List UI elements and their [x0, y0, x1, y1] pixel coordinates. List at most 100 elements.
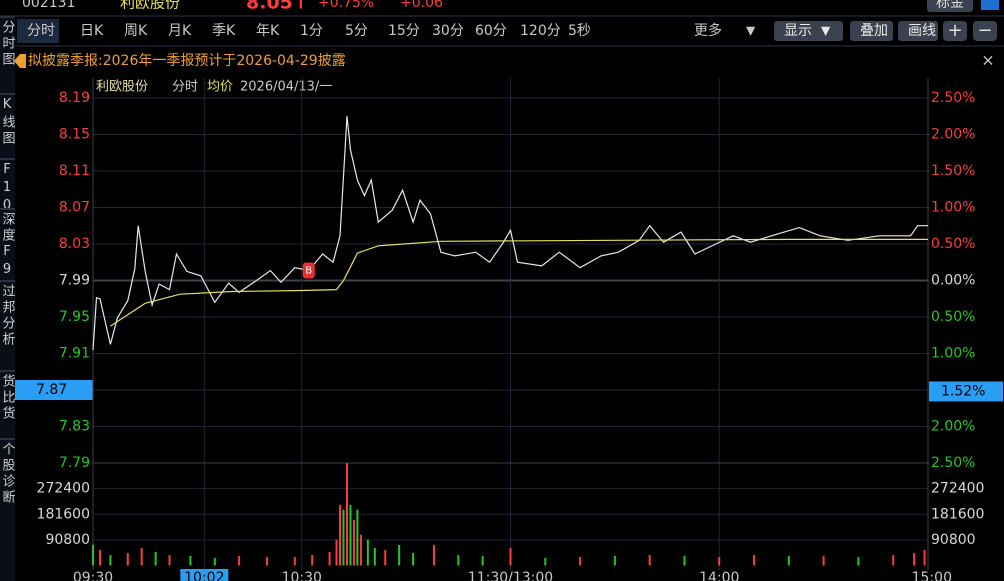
- volume-bar: [345, 463, 348, 566]
- sidebar-tab: [0, 370, 15, 372]
- button-bar: 显示 ▼ 叠加 画线: [774, 21, 938, 41]
- cursor-pct-box: [929, 381, 1003, 402]
- sidebar-tab-label[interactable]: F10: [0, 162, 15, 216]
- dropdown-arrow[interactable]: ▼: [821, 24, 831, 38]
- sidebar-tab-label[interactable]: 分时图: [0, 20, 15, 68]
- volume-bar: [412, 553, 415, 566]
- y2-tick-label: 2.50%: [931, 90, 975, 106]
- volume-bar: [787, 555, 790, 566]
- notice-close[interactable]: ×: [981, 51, 994, 70]
- volume-bar: [293, 557, 296, 566]
- change-pct: +0.75%: [318, 0, 374, 11]
- zoom-out-icon[interactable]: −: [977, 20, 992, 41]
- tab[interactable]: 日K: [80, 23, 104, 39]
- tab[interactable]: 季K: [212, 23, 236, 39]
- top-button[interactable]: [927, 0, 973, 12]
- sidebar-tab: [0, 208, 15, 210]
- tab[interactable]: 月K: [168, 23, 192, 39]
- volume-bar: [98, 549, 101, 566]
- volume-tick-label: 272400: [37, 481, 90, 497]
- top-button-label[interactable]: 标金: [936, 0, 964, 11]
- y-tick-label: 7.91: [59, 346, 90, 362]
- tool-button[interactable]: [898, 21, 938, 41]
- sidebar-tab: [0, 16, 15, 18]
- y-tick-label: 8.03: [59, 236, 90, 252]
- tool-button[interactable]: [850, 21, 893, 41]
- volume-bar: [339, 504, 342, 566]
- volume-bar: [822, 555, 825, 566]
- sidebar-tab: [0, 280, 15, 282]
- volume-tick-label: 90800: [45, 532, 90, 548]
- y-tick-label: 7.83: [59, 419, 90, 435]
- volume-bar: [579, 557, 582, 566]
- notice-icon: [14, 54, 26, 68]
- y-tick-label: 7.79: [59, 455, 90, 471]
- notice-text[interactable]: 拟披露季报:2026年一季报预计于2026-04-29披露: [28, 53, 346, 69]
- sidebar-tab-label[interactable]: 深度F9: [0, 212, 15, 280]
- volume-bar: [356, 509, 359, 566]
- tool-button-label[interactable]: 显示: [784, 23, 812, 39]
- volume-bar: [718, 557, 721, 566]
- tab[interactable]: 5分: [345, 23, 368, 39]
- volume-bar: [342, 509, 345, 566]
- volume-tick-label: 181600: [931, 506, 984, 522]
- y2-tick-label: 0.00%: [931, 273, 975, 289]
- zoom-in[interactable]: [943, 21, 967, 41]
- y2-tick-label: 0.50%: [931, 309, 975, 325]
- tab[interactable]: 1分: [300, 23, 323, 39]
- tab[interactable]: 120分: [520, 23, 561, 39]
- zoom-in-icon[interactable]: +: [947, 20, 962, 41]
- volume-bar: [432, 544, 435, 566]
- change: +0.06: [400, 0, 443, 11]
- sidebar-tab-label[interactable]: 过邦分析: [0, 284, 15, 348]
- sidebar-tab-label[interactable]: 货比货: [0, 373, 15, 422]
- x-tick-label: 09:30: [73, 570, 113, 581]
- y2-tick-label: 1.00%: [931, 346, 975, 362]
- trade-marker: [302, 262, 315, 279]
- sidebar-tab-label[interactable]: 个股诊断: [0, 442, 15, 506]
- tool-button[interactable]: [774, 21, 843, 41]
- volume-bar: [92, 544, 94, 566]
- volume-bar: [457, 555, 460, 566]
- tool-button-label[interactable]: 画线: [908, 23, 936, 39]
- x-tick-label: 15:00: [912, 570, 952, 581]
- zoom-out[interactable]: [973, 21, 997, 41]
- tab-selected[interactable]: [17, 19, 59, 43]
- sidebar-tab-label[interactable]: K线图: [0, 97, 15, 147]
- legend-entry: 分时: [172, 80, 198, 95]
- tab[interactable]: 15分: [388, 23, 420, 39]
- y-tick-label: 8.07: [59, 200, 90, 216]
- tab[interactable]: 5秒: [568, 23, 591, 39]
- x-tick-label: 10:30: [282, 570, 322, 581]
- volume-bar: [683, 555, 686, 566]
- tab[interactable]: 30分: [432, 23, 464, 39]
- cursor-price-box: [15, 380, 93, 400]
- tool-button-label[interactable]: 叠加: [860, 23, 888, 39]
- volume-bar: [265, 557, 268, 566]
- tab[interactable]: 60分: [475, 23, 507, 39]
- x-tick-label: 14:00: [699, 570, 739, 581]
- more-arrow[interactable]: ▼: [746, 24, 756, 38]
- volume-bar: [311, 555, 314, 566]
- volume-bar: [753, 555, 756, 566]
- y2-tick-label: 1.50%: [931, 163, 975, 179]
- volume-bar: [613, 555, 616, 566]
- window-icon[interactable]: [981, 0, 999, 10]
- tab[interactable]: 周K: [124, 23, 148, 39]
- volume-bar: [126, 553, 129, 566]
- x-tick-label: 11:30/13:00: [468, 570, 553, 581]
- sidebar-tab: [0, 93, 15, 95]
- chart-date: 2026/04/13/一: [240, 80, 332, 95]
- volume-bar: [398, 544, 401, 566]
- tab[interactable]: 年K: [256, 23, 280, 39]
- volume-bar: [349, 504, 352, 566]
- tab[interactable]: 更多: [694, 22, 722, 39]
- tab[interactable]: 分时: [27, 23, 55, 39]
- volume-tick-label: 181600: [37, 506, 90, 522]
- y-tick-label: 8.19: [59, 90, 90, 106]
- volume-bar: [359, 534, 362, 566]
- average-line: [110, 238, 928, 327]
- y-tick-label: 8.11: [59, 163, 90, 179]
